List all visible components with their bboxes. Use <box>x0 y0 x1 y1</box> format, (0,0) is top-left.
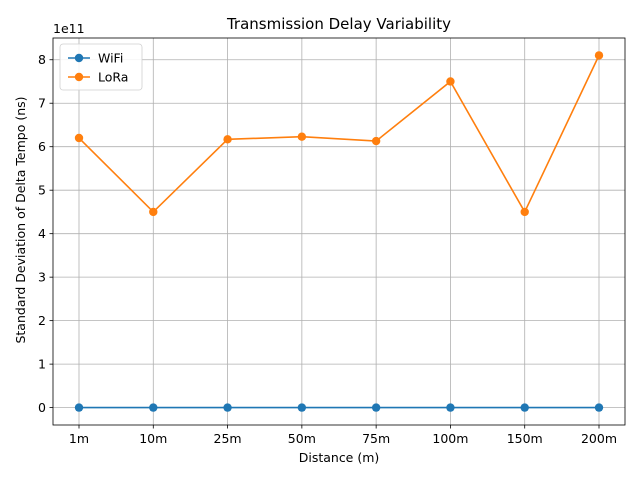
x-tick-label: 50m <box>288 431 316 446</box>
axes <box>52 37 626 426</box>
data-point-wifi <box>223 403 232 412</box>
data-point-lora <box>594 51 604 60</box>
data-point-wifi <box>594 403 604 412</box>
plot-frame <box>52 37 626 426</box>
y-tick-label: 0 <box>38 400 46 415</box>
y-axis-label: Standard Deviation of Delta Tempo (ns) <box>13 96 28 343</box>
data-point-wifi <box>149 403 158 412</box>
x-tick-label: 150m <box>507 431 543 446</box>
data-point-lora <box>223 135 232 144</box>
series-line-lora <box>78 55 600 214</box>
chart-title: Transmission Delay Variability <box>226 15 451 33</box>
legend-swatch-marker <box>74 72 84 82</box>
x-tick-label: 75m <box>362 431 390 446</box>
series-lora <box>74 51 604 217</box>
legend: WiFi LoRa <box>59 43 143 91</box>
y-tick-label: 1 <box>38 357 46 372</box>
x-tick-label: 1m <box>69 431 89 446</box>
y-tick-label: 2 <box>38 313 46 328</box>
data-point-lora <box>446 77 455 86</box>
y-tick-label: 8 <box>38 52 46 67</box>
legend-label: WiFi <box>98 51 123 66</box>
data-point-lora <box>297 132 307 141</box>
legend-label: LoRa <box>98 70 128 85</box>
x-tick-label: 100m <box>432 431 468 446</box>
data-point-lora <box>149 207 158 217</box>
x-tick-label: 25m <box>214 431 242 446</box>
y-scale-label: 1e11 <box>53 21 85 36</box>
data-point-wifi <box>297 403 307 412</box>
y-axis-ticks: 0 1 2 3 4 5 6 7 8 <box>38 52 53 415</box>
legend-swatch-marker <box>74 53 84 63</box>
data-point-wifi <box>520 403 529 412</box>
y-tick-label: 6 <box>38 139 46 154</box>
data-point-lora <box>520 207 529 217</box>
y-tick-label: 4 <box>38 226 46 241</box>
data-point-wifi <box>446 403 455 412</box>
y-tick-label: 5 <box>38 183 46 198</box>
series-group <box>74 51 604 412</box>
y-tick-label: 3 <box>38 270 46 285</box>
series-wifi <box>74 403 604 412</box>
x-tick-label: 10m <box>139 431 167 446</box>
x-tick-label: 200m <box>581 431 617 446</box>
x-axis-ticks: 1m 10m 25m 50m 75m 100m 150m 200m <box>69 425 617 446</box>
x-axis-label: Distance (m) <box>299 450 380 465</box>
data-point-wifi <box>74 403 84 412</box>
data-point-lora <box>371 136 381 146</box>
y-tick-label: 7 <box>38 96 46 111</box>
grid-lines <box>53 38 625 425</box>
data-point-wifi <box>371 403 381 412</box>
data-point-lora <box>74 133 84 143</box>
